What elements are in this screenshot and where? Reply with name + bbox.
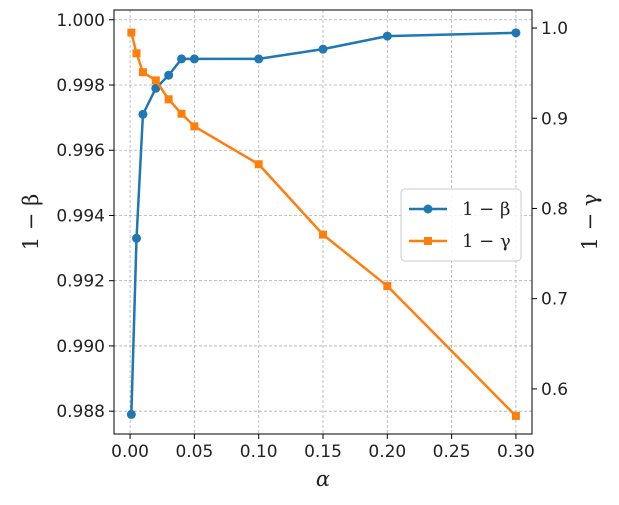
- y-axis-right: 0.6 0.7 0.8 0.9 1.0: [532, 19, 568, 400]
- x-axis-label: α: [316, 467, 330, 491]
- point-gamma-3: [151, 76, 160, 85]
- y-left-tick-label-2: 0.992: [56, 272, 105, 292]
- series-layer: [126, 28, 521, 420]
- y-right-tick-label-1: 0.7: [541, 290, 568, 310]
- point-beta-8: [318, 44, 328, 54]
- point-beta-9: [382, 31, 392, 41]
- point-gamma-1: [132, 49, 141, 58]
- legend-label-gamma: 1 − γ: [462, 231, 511, 252]
- legend-marker-gamma: [424, 237, 432, 245]
- point-beta-0: [126, 409, 136, 419]
- point-gamma-5: [177, 109, 186, 118]
- point-gamma-10: [511, 411, 520, 420]
- y-left-tick-label-6: 1.000: [56, 11, 105, 31]
- point-beta-6: [189, 54, 199, 64]
- point-gamma-8: [319, 230, 327, 239]
- point-beta-2: [138, 109, 148, 119]
- y-left-tick-label-3: 0.994: [56, 206, 105, 226]
- point-beta-10: [511, 28, 521, 38]
- y-left-tick-label-0: 0.988: [56, 402, 105, 422]
- x-tick-label-5: 0.25: [433, 442, 471, 462]
- point-beta-7: [254, 54, 264, 64]
- y-right-tick-label-3: 0.9: [541, 109, 568, 129]
- y-left-tick-label-4: 0.996: [56, 141, 105, 161]
- y-right-tick-label-4: 1.0: [541, 19, 568, 39]
- y-axis-left-label: 1 − β: [19, 194, 43, 250]
- point-beta-3: [151, 83, 161, 93]
- y-right-tick-label-0: 0.6: [541, 380, 568, 400]
- x-tick-label-0: 0.00: [111, 442, 149, 462]
- x-tick-label-3: 0.15: [304, 442, 342, 462]
- x-tick-label-2: 0.10: [240, 442, 278, 462]
- x-axis: 0.00 0.05 0.10 0.15 0.20 0.25 0.30: [111, 434, 535, 462]
- legend: 1 − β 1 − γ: [400, 188, 522, 262]
- legend-marker-beta: [423, 204, 433, 214]
- y-left-tick-label-1: 0.990: [56, 337, 105, 357]
- point-gamma-9: [383, 282, 392, 291]
- x-tick-label-6: 0.30: [497, 442, 535, 462]
- point-gamma-7: [254, 160, 263, 169]
- point-gamma-0: [127, 28, 136, 37]
- point-gamma-4: [164, 95, 173, 104]
- x-tick-label-1: 0.05: [175, 442, 213, 462]
- x-tick-label-4: 0.20: [368, 442, 406, 462]
- y-left-tick-label-5: 0.998: [56, 76, 105, 96]
- y-axis-right-label: 1 − γ: [578, 194, 602, 251]
- point-beta-5: [177, 54, 187, 64]
- legend-label-beta: 1 − β: [462, 199, 510, 220]
- point-gamma-6: [190, 122, 199, 131]
- point-beta-1: [132, 233, 142, 243]
- point-gamma-2: [138, 68, 147, 77]
- y-axis-left: 0.988 0.990 0.992 0.994 0.996 0.998 1.000: [56, 11, 114, 422]
- point-beta-4: [164, 70, 174, 80]
- y-right-tick-label-2: 0.8: [541, 199, 568, 219]
